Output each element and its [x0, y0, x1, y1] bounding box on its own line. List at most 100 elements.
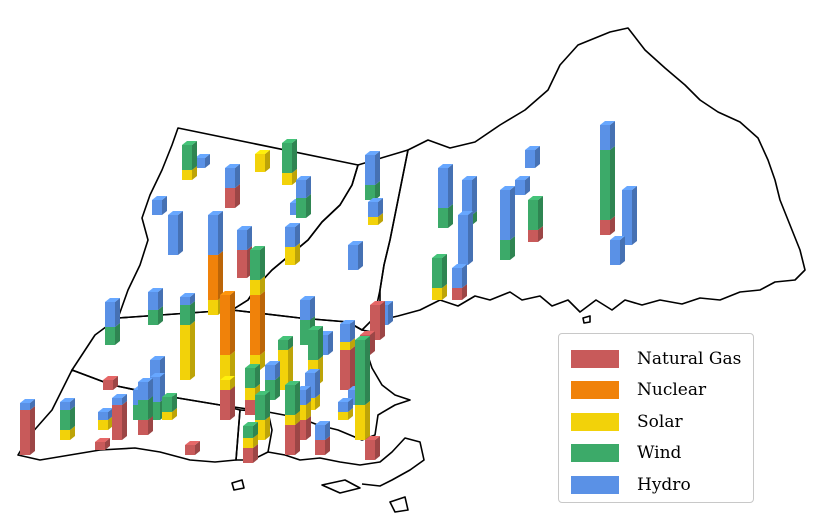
bar-segment-side [160, 373, 165, 402]
bar-segment-front [150, 360, 160, 380]
bar-segment-front [208, 300, 218, 315]
legend-item-solar: Solar [571, 406, 753, 438]
bar-segment-side [358, 241, 363, 270]
bar-segment-front [112, 405, 122, 440]
bar-segment-front [220, 355, 230, 395]
bar-top [265, 361, 280, 365]
bar-segment-front [315, 440, 325, 455]
bar-segment-side [538, 226, 543, 242]
bar-segment-side [375, 181, 380, 200]
bar-segment-front [103, 380, 113, 390]
bar-top [462, 176, 477, 180]
bar-segment-front [60, 410, 70, 430]
bar-segment-front [305, 373, 315, 398]
bar-segment-front [340, 324, 350, 342]
bar-segment-front [195, 158, 205, 168]
bar-top [338, 398, 353, 402]
bar-segment-side [610, 146, 615, 220]
bar-top [278, 336, 293, 340]
bar-top [300, 296, 315, 300]
bar-top [360, 331, 375, 335]
bar-segment-side [113, 376, 118, 390]
bar-segment-side [325, 436, 330, 455]
bar-segment-front [600, 125, 610, 150]
bar-segment-front [180, 297, 190, 305]
bar-top [245, 364, 260, 368]
bar-segment-side [318, 326, 323, 360]
bar-segment-front [60, 430, 70, 440]
bar-top [340, 320, 355, 324]
legend: Natural Gas Nuclear Solar Wind Hydro [558, 333, 754, 503]
bar-segment-side [442, 254, 447, 288]
bar-segment-front [98, 420, 108, 430]
bar-segment-side [370, 331, 375, 355]
bar-segment-side [205, 154, 210, 168]
bar-segment-front [168, 215, 178, 255]
bar-segment-side [122, 401, 127, 440]
bar-segment-side [295, 421, 300, 455]
bar-top [182, 141, 197, 145]
bar-segment-front [148, 292, 158, 310]
bar-top [255, 391, 270, 395]
bar-segment-front [245, 388, 255, 400]
bar-segment-front [250, 295, 260, 355]
bar-segment-side [162, 196, 167, 215]
bar-segment-side [365, 401, 370, 440]
bar-segment-front [515, 180, 525, 195]
bar-segment-front [296, 390, 306, 405]
bar-segment-front [348, 390, 358, 405]
bar-segment-front [462, 180, 472, 215]
bar-segment-front [458, 215, 468, 265]
bar-segment-front [105, 302, 115, 327]
bar-segment-side [378, 198, 383, 217]
bar-segment-front [98, 412, 108, 420]
bar-segment-front [20, 403, 30, 410]
bar-segment-side [275, 361, 280, 380]
bar-segment-side [292, 169, 297, 185]
bar-top [237, 226, 252, 230]
bar-segment-front [296, 405, 306, 420]
connecticut-outline [17, 369, 241, 463]
bar-top [296, 176, 311, 180]
bar-segment-front [182, 170, 192, 180]
bar-top [150, 373, 165, 377]
bar-top [308, 326, 323, 330]
bar-segment-side [510, 186, 515, 240]
bar-segment-front [355, 405, 365, 440]
island-marthas-vineyard [321, 479, 361, 494]
bar-top [208, 211, 223, 215]
bar-segment-side [158, 306, 163, 325]
bar-top [20, 399, 35, 403]
bar-segment-front [162, 412, 172, 420]
bar-segment-front [278, 350, 288, 390]
bar-segment-front [370, 305, 380, 340]
bar-top [600, 121, 615, 125]
bar-segment-front [255, 420, 265, 440]
bar-segment-front [245, 368, 255, 388]
bar-segment-front [152, 200, 162, 215]
bar-segment-side [115, 323, 120, 345]
bar-segment-front [338, 402, 348, 412]
bar-top [195, 154, 210, 158]
legend-swatch-hydro [571, 475, 619, 494]
bar-segment-side [190, 321, 195, 380]
bar-segment-side [195, 441, 200, 455]
bar-segment-side [472, 176, 477, 215]
bar-segment-side [375, 436, 380, 460]
bar-segment-side [275, 376, 280, 400]
bar-segment-front [340, 342, 350, 350]
bar-top [515, 176, 530, 180]
bar-segment-side [178, 211, 183, 255]
legend-label: Natural Gas [637, 348, 742, 369]
bar-segment-front [438, 208, 448, 228]
bar-segment-front [452, 268, 462, 288]
bar-top [243, 422, 258, 426]
bar-top [500, 186, 515, 190]
bar-segment-front [112, 398, 122, 405]
bar-segment-front [500, 240, 510, 260]
bar-top [112, 394, 127, 398]
bar-segment-side [148, 416, 153, 435]
bar-top [220, 376, 235, 380]
bar-segment-front [525, 150, 535, 168]
bar-top [250, 246, 265, 250]
